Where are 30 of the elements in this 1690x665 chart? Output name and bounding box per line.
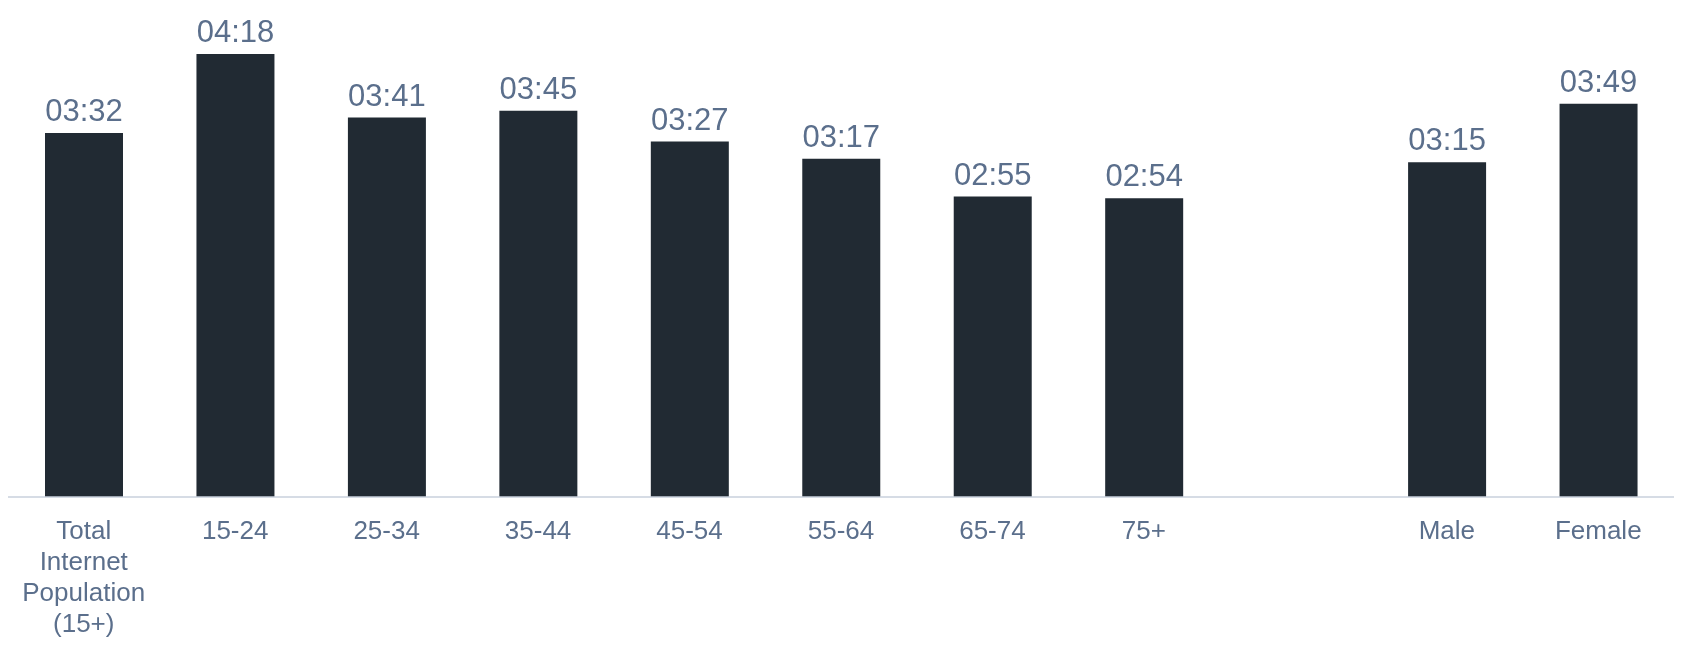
bar	[650, 141, 729, 497]
x-tick-label: 75+	[1121, 515, 1166, 545]
data-label: 03:15	[1408, 122, 1486, 158]
data-label: 03:49	[1559, 63, 1638, 99]
bar	[499, 110, 578, 497]
x-tick-label: 15-24	[201, 515, 269, 545]
x-tick-label: 35-44	[504, 515, 572, 545]
bar	[196, 54, 275, 497]
data-label: 02:54	[1105, 158, 1183, 194]
data-label: 03:32	[45, 92, 123, 128]
bar	[347, 117, 426, 497]
bar	[953, 196, 1032, 497]
data-label: 03:27	[651, 101, 729, 137]
x-tick-label: 45-54	[656, 515, 723, 545]
x-tick-label: Male	[1418, 515, 1475, 545]
x-tick-label: 25-34	[353, 515, 420, 545]
bar	[45, 132, 123, 497]
bar	[1559, 103, 1638, 497]
x-tick-label: Total Internet Population (15+)	[22, 515, 146, 638]
data-label: 02:55	[953, 156, 1032, 192]
data-label: 03:17	[802, 118, 881, 154]
x-tick-label: 55-64	[807, 515, 875, 545]
data-label: 03:41	[348, 77, 426, 113]
bar	[1105, 198, 1184, 497]
bar	[1408, 162, 1487, 497]
bar	[802, 158, 881, 497]
x-tick-label: 65-74	[959, 515, 1026, 545]
data-label: 03:45	[499, 70, 578, 106]
data-label: 04:18	[196, 14, 275, 49]
x-tick-label: Female	[1554, 515, 1642, 545]
